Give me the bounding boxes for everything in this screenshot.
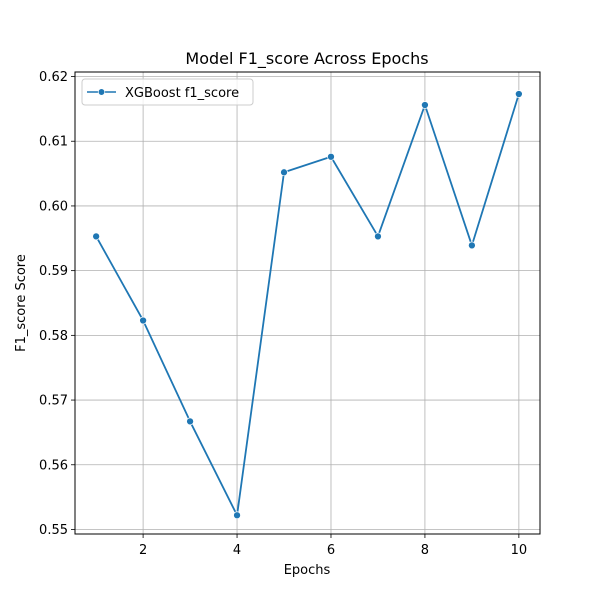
y-tick-label: 0.62 (39, 70, 68, 85)
x-axis-label: Epochs (284, 563, 331, 578)
data-point-marker (468, 241, 476, 250)
chart-title: Model F1_score Across Epochs (185, 49, 428, 69)
data-point-marker (280, 168, 288, 177)
data-point-marker (421, 101, 429, 109)
x-tick-label: 8 (421, 543, 429, 558)
plot-area-frame (74, 71, 541, 535)
x-tick-label: 10 (511, 543, 528, 558)
y-tick-label: 0.56 (39, 458, 68, 473)
legend-marker-swatch (97, 88, 106, 96)
data-point-marker (92, 232, 100, 241)
x-tick-label: 4 (233, 543, 241, 558)
legend-entry-label: XGBoost f1_score (125, 86, 239, 101)
x-tick-label: 2 (139, 543, 147, 558)
y-tick-label: 0.60 (39, 199, 68, 214)
y-axis-label: F1_score Score (14, 254, 29, 352)
data-point-marker (327, 152, 335, 161)
grid-lines (75, 72, 540, 534)
legend-box (81, 78, 254, 106)
data-point-marker (186, 417, 194, 426)
series-xgboost (92, 90, 523, 520)
axis-ticks: 2 4 6 8 10 0.55 0.56 0.57 0.58 0.59 0.60 0.61 0.62 (39, 70, 527, 558)
y-tick-label: 0.58 (39, 329, 68, 344)
y-tick-label: 0.61 (39, 135, 68, 150)
data-point-marker (515, 90, 523, 98)
legend: XGBoost f1_score (81, 78, 254, 106)
data-point-marker (139, 316, 147, 325)
x-tick-label: 6 (327, 543, 335, 558)
series-line (95, 93, 520, 517)
data-point-marker (374, 232, 382, 241)
data-point-marker (233, 511, 241, 520)
y-tick-label: 0.55 (39, 523, 68, 538)
y-tick-label: 0.59 (39, 264, 68, 279)
y-tick-label: 0.57 (39, 394, 68, 409)
